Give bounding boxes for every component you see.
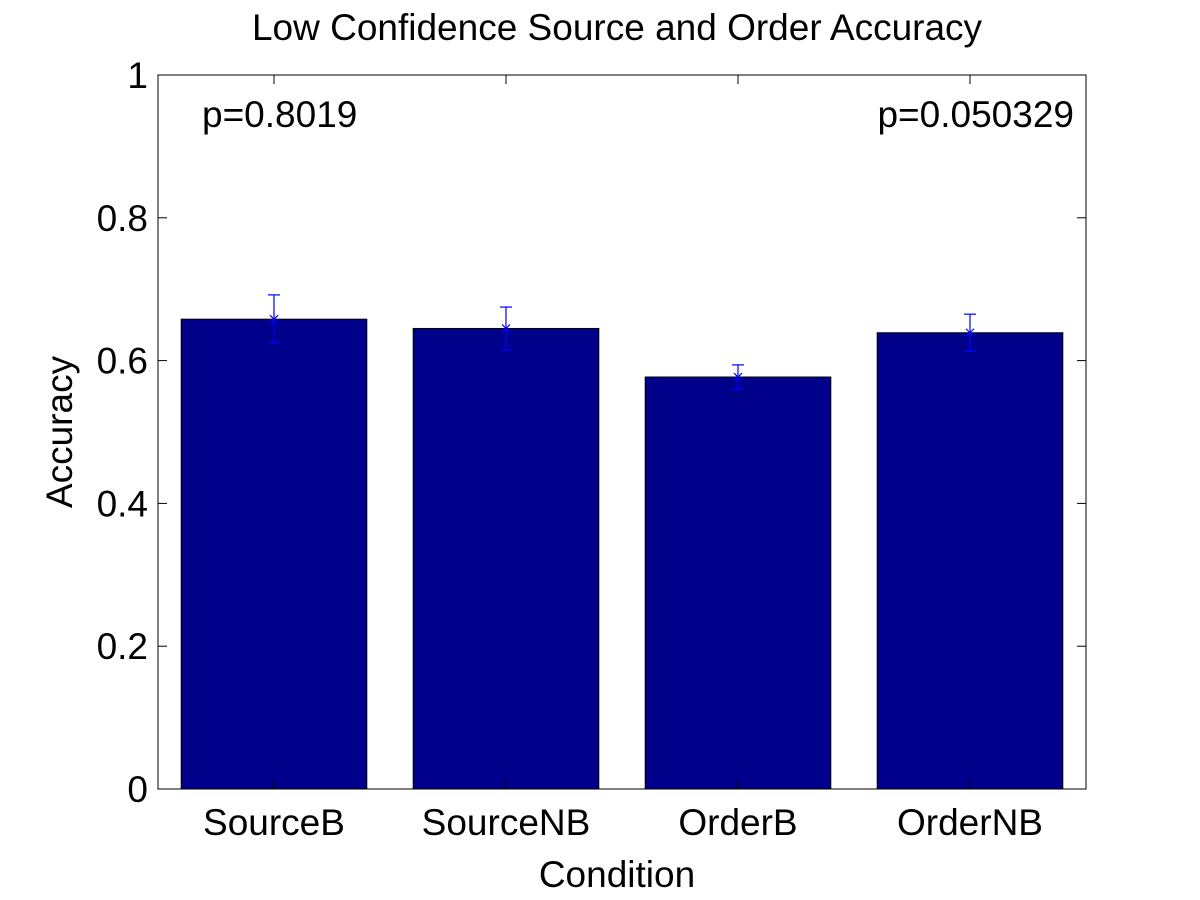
y-tick-label: 0.8 [97,198,148,239]
y-tick-label: 0.6 [97,341,148,382]
error-bars-group [268,294,976,390]
bar-sourceb [180,318,368,790]
bar-ordernb [876,332,1064,790]
error-bar-marker [733,372,743,382]
y-axis-ticks: 0 0.2 0.4 0.6 0.8 1 [97,55,1086,810]
annotations-group: p=0.8019 p=0.050329 [202,94,1074,135]
annotation-p-value-left: p=0.8019 [202,94,357,135]
y-tick-label: 0.2 [97,626,148,667]
x-axis-ticks: SourceB SourceNB OrderB OrderNB [203,75,1043,843]
plot-area: 0 0.2 0.4 0.6 0.8 1 SourceB SourceNB OrderB Orde… [97,55,1087,843]
bar-orderb [644,376,832,790]
error-bar-sourceb [268,294,280,344]
y-tick-label: 0.4 [97,483,148,524]
error-bar-marker [269,314,279,324]
error-bar-orderb [732,364,744,390]
annotation-p-value-right: p=0.050329 [877,94,1074,135]
x-axis-label: Condition [539,854,695,895]
x-tick-label-orderb: OrderB [678,802,797,843]
x-tick-label-ordernb: OrderNB [897,802,1043,843]
bars-group [180,318,1064,790]
y-tick-label: 1 [127,55,148,96]
error-bar-marker [501,324,511,333]
error-bar-marker [965,328,975,338]
y-axis-label: Accuracy [39,355,80,508]
x-tick-label-sourceb: SourceB [203,802,345,843]
error-bar-ordernb [964,313,976,352]
error-bar-sourcenb [500,306,512,351]
chart-title: Low Confidence Source and Order Accuracy [252,7,983,48]
plot-frame [157,74,1087,790]
y-tick-label: 0 [127,769,148,810]
x-tick-label-sourcenb: SourceNB [422,802,591,843]
bar-sourcenb [412,327,600,790]
